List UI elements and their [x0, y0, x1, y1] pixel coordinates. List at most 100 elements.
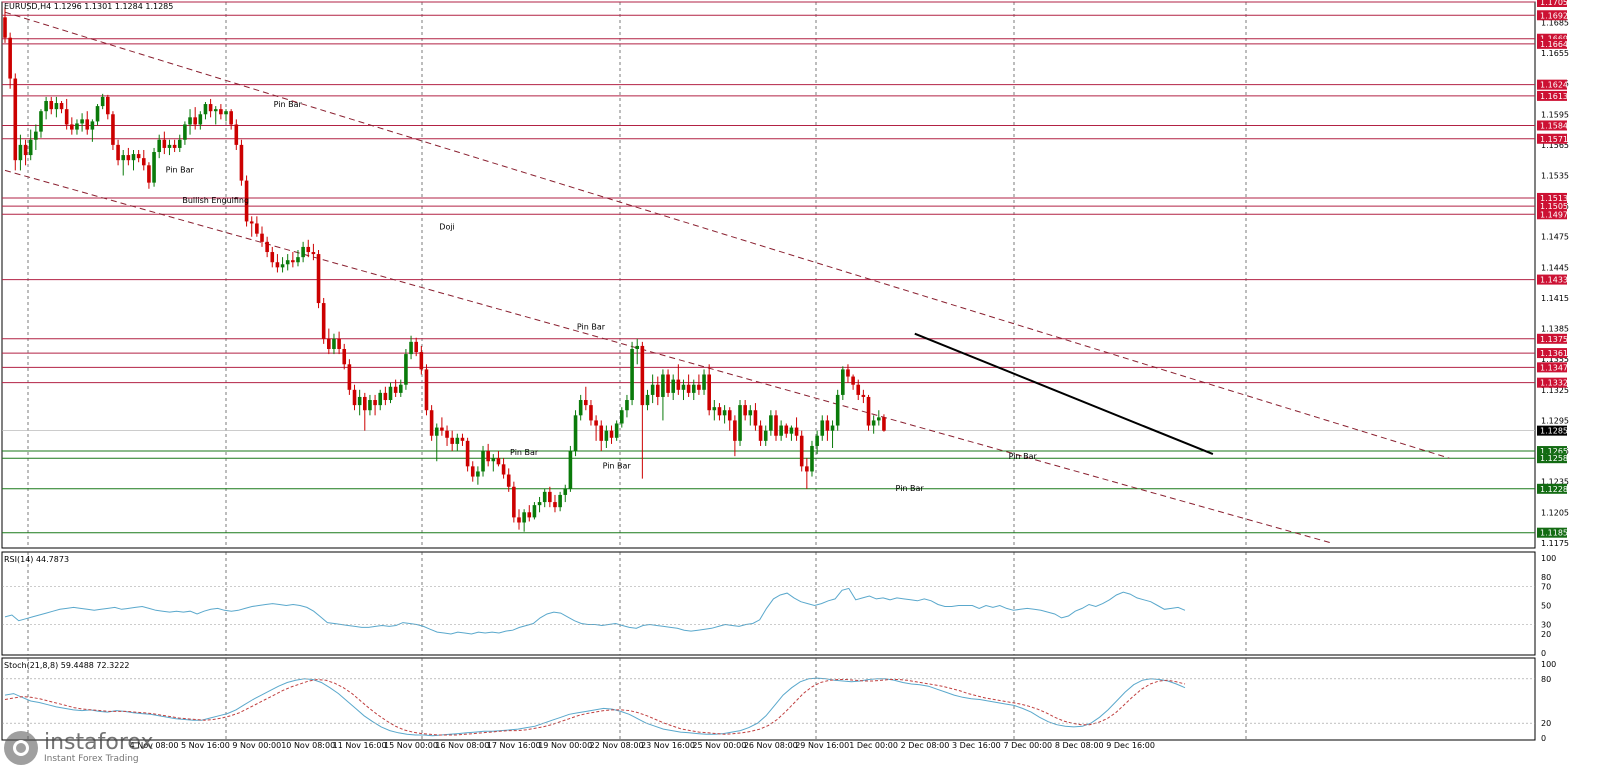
price-tag-bg [1537, 362, 1567, 373]
candle-body [23, 144, 28, 156]
channel-lines [4, 11, 1450, 544]
candle-body [810, 445, 814, 472]
candle-body [733, 420, 737, 441]
price-tag-bg [1537, 348, 1567, 359]
candle-body [722, 410, 727, 416]
x-tick-label: 10 Nov 08:00 [281, 741, 335, 750]
candle-body [748, 410, 753, 416]
candle-body [758, 425, 763, 441]
candle-body [594, 420, 598, 426]
candle-body [49, 100, 54, 110]
candle-body [13, 78, 18, 161]
candle-body [640, 345, 645, 406]
candle-body [347, 364, 352, 390]
candle-body [445, 430, 449, 438]
pattern-annotation: Pin Bar [1009, 452, 1038, 461]
price-tag-bg [1537, 201, 1567, 212]
candle-body [414, 341, 418, 353]
candle-body [172, 144, 177, 148]
candle-body [434, 427, 439, 436]
candle-body [188, 117, 192, 125]
candle-body [234, 124, 239, 145]
candle-body [296, 257, 300, 263]
candle-body [465, 440, 470, 467]
candle-body [738, 405, 742, 441]
candle-body [866, 396, 871, 426]
candle-body [121, 155, 126, 161]
candle-body [409, 341, 413, 355]
pattern-annotation: Pin Bar [274, 100, 303, 109]
candle-body [820, 420, 825, 436]
candle-body [147, 165, 151, 183]
candle-body [609, 430, 614, 438]
candle-body [301, 246, 305, 258]
candle-body [517, 517, 521, 523]
candle-body [604, 430, 609, 441]
indicator-lines [2, 586, 1535, 737]
pattern-annotation: Bullish Engulfing [182, 196, 249, 205]
candle-body [743, 405, 747, 416]
candle-body [111, 114, 115, 145]
grid-lines [27, 2, 1247, 740]
candle-body [769, 415, 773, 431]
stoch-level-label: 100 [1541, 660, 1556, 669]
candle-body [388, 386, 393, 401]
price-tag-bg [1537, 38, 1567, 49]
candle-body [655, 384, 660, 397]
x-tick-label: 8 Dec 08:00 [1055, 741, 1104, 750]
rsi-level-label: 30 [1541, 621, 1551, 630]
rsi-level-label: 20 [1541, 630, 1551, 639]
candle-body [368, 400, 372, 411]
annotations: Pin Bar Pin Bar Bullish Engulfing Doji Pin B… [166, 100, 1038, 493]
x-tick-label: 23 Nov 16:00 [641, 741, 695, 750]
price-tag-label: 1.1692 [1540, 11, 1568, 20]
price-tag-bg [1537, 120, 1567, 131]
candle-body [419, 352, 424, 370]
logo-brand: instaforex [44, 730, 154, 755]
candle-body [620, 410, 624, 424]
x-tick-label: 26 Nov 08:00 [744, 741, 798, 750]
price-tag-bg [1537, 274, 1567, 285]
stoch-main-line [4, 677, 1186, 737]
price-tag-label: 1.1497 [1540, 210, 1568, 219]
candle-body [871, 420, 876, 426]
candle-body [686, 384, 691, 393]
candle-body [630, 348, 634, 401]
y-tick-label: 1.1595 [1541, 110, 1569, 119]
candle-body [352, 389, 357, 406]
rsi-level-label: 100 [1541, 554, 1556, 563]
candle-body [404, 354, 408, 385]
candle-body [54, 103, 59, 110]
y-tick-label: 1.1325 [1541, 386, 1569, 395]
candle-body [763, 430, 768, 441]
candle-body [59, 103, 64, 110]
price-tag-label: 1.1513 [1540, 194, 1568, 203]
stoch-signal-line [4, 678, 1186, 736]
price-tag-bg [1537, 192, 1567, 203]
candle-body [378, 392, 383, 406]
x-tick-label: 1 Dec 00:00 [849, 741, 898, 750]
candle-body [106, 96, 110, 115]
candle-body [208, 104, 213, 112]
candle-body [363, 396, 367, 411]
y-tick-label: 1.1475 [1541, 233, 1569, 242]
candle-body [841, 369, 845, 395]
price-tag-label: 1.1505 [1540, 202, 1568, 211]
candle-body [702, 374, 706, 390]
candle-body [131, 154, 136, 161]
x-tick-label: 25 Nov 00:00 [692, 741, 746, 750]
candle-body [203, 104, 208, 115]
candle-body [383, 392, 388, 401]
price-tag-label: 1.1185 [1540, 529, 1568, 538]
candle-body [712, 407, 717, 411]
price-tag-label: 1.1584 [1540, 121, 1568, 130]
candle-body [599, 425, 604, 441]
candle-body [717, 407, 722, 416]
candle-body [8, 37, 12, 79]
price-tag-bg [1537, 527, 1567, 538]
x-tick-label: 16 Nov 08:00 [435, 741, 489, 750]
candle-body [183, 124, 187, 140]
x-tick-label: 29 Nov 16:00 [795, 741, 849, 750]
candle-body [491, 458, 496, 462]
candle-body [95, 106, 100, 122]
